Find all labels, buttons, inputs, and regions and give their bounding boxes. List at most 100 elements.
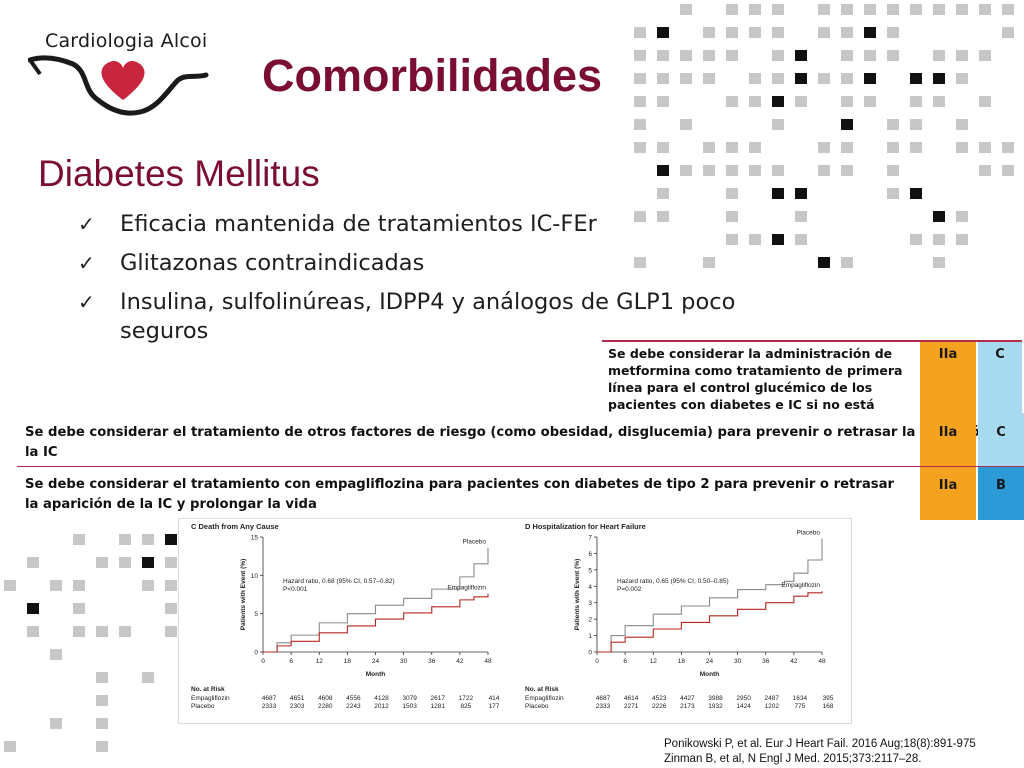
decorative-square [933, 257, 945, 268]
risk-table-cell: 177 [489, 703, 500, 710]
risk-table-cell: 2617 [431, 695, 446, 702]
risk-table-cell: 1503 [402, 703, 417, 710]
x-axis-label: Month [366, 671, 386, 678]
decorative-square [772, 96, 784, 107]
decorative-square [864, 4, 876, 15]
risk-table-cell: 4556 [346, 695, 361, 702]
risk-table-cell: 1722 [459, 695, 474, 702]
bullet-item: ✓ Eficacia mantenida de tratamientos IC-F… [78, 211, 597, 237]
series-label: Placebo [797, 530, 821, 537]
decorative-square [657, 142, 669, 153]
risk-table-cell: 2012 [374, 703, 389, 710]
evidence-level: C [978, 342, 1022, 415]
decorative-square [910, 119, 922, 130]
decorative-square [50, 580, 62, 591]
decorative-square [910, 234, 922, 245]
decorative-square [96, 695, 108, 706]
decorative-square [772, 188, 784, 199]
decorative-square [703, 73, 715, 84]
decorative-square [956, 234, 968, 245]
risk-table-header: No. at Risk [191, 686, 225, 693]
decorative-square [73, 603, 85, 614]
decorative-square [910, 4, 922, 15]
x-tick-label: 0 [595, 658, 599, 665]
x-tick-label: 24 [372, 658, 380, 665]
km-chart-D: D Hospitalization for Heart Failure01234… [525, 522, 834, 710]
decorative-square [933, 73, 945, 84]
risk-table-cell: 3079 [402, 695, 417, 702]
decorative-square [772, 73, 784, 84]
decorative-square [703, 257, 715, 268]
decorative-square [887, 27, 899, 38]
decorative-square [634, 73, 646, 84]
decorative-square [142, 580, 154, 591]
km-chart-C: C Death from Any Cause 0 5 10 15 0 6 12 18 24 30 36… [191, 522, 500, 710]
decorative-square [634, 27, 646, 38]
decorative-square [142, 672, 154, 683]
x-tick-label: 6 [623, 658, 627, 665]
x-tick-label: 12 [316, 658, 324, 665]
decorative-square [634, 142, 646, 153]
p-value-text: P=0.002 [617, 586, 642, 593]
decorative-square [657, 50, 669, 61]
decorative-square [1002, 4, 1014, 15]
risk-table-cell: 1202 [765, 703, 780, 710]
decorative-square [795, 211, 807, 222]
risk-table-cell: 4651 [290, 695, 305, 702]
decorative-square [933, 4, 945, 15]
bullet-list: ✓ Eficacia mantenida de tratamientos IC-F… [78, 210, 768, 356]
risk-table-cell: 2226 [652, 703, 667, 710]
citation-2: Zinman B, et al, N Engl J Med. 2015;373:… [664, 753, 922, 765]
decorative-square [4, 580, 16, 591]
decorative-square [634, 257, 646, 268]
y-tick-label: 2 [588, 617, 592, 624]
risk-table-cell: 1424 [736, 703, 751, 710]
y-tick-label: 6 [588, 551, 592, 558]
decorative-square [956, 73, 968, 84]
decorative-square [864, 96, 876, 107]
decorative-square [634, 50, 646, 61]
x-tick-label: 6 [289, 658, 293, 665]
decorative-square [749, 234, 761, 245]
x-tick-label: 48 [484, 658, 492, 665]
decorative-square [680, 73, 692, 84]
series-label: Empagliflozin [447, 585, 486, 592]
risk-table-row-label: Empagliflozin [525, 695, 564, 702]
checkmark-icon: ✓ [78, 212, 95, 236]
decorative-square [726, 96, 738, 107]
decorative-square [956, 4, 968, 15]
decorative-square [979, 96, 991, 107]
recommendation-class: IIa [920, 413, 976, 466]
risk-table-cell: 1932 [708, 703, 723, 710]
decorative-square [96, 557, 108, 568]
decorative-square [818, 165, 830, 176]
decorative-square [165, 534, 177, 545]
y-tick-label: 4 [588, 584, 592, 591]
decorative-square [772, 4, 784, 15]
decorative-square [657, 188, 669, 199]
y-tick-label: 5 [588, 567, 592, 574]
decorative-square [749, 96, 761, 107]
decorative-square [841, 50, 853, 61]
y-tick-label: 5 [254, 611, 258, 618]
series-line-empagliflozin [263, 593, 489, 653]
decorative-square [657, 27, 669, 38]
decorative-square-pattern [634, 4, 1014, 268]
decorative-square [726, 27, 738, 38]
x-tick-label: 36 [762, 658, 770, 665]
decorative-square [726, 4, 738, 15]
risk-table-row-label: Empagliflozin [191, 695, 230, 702]
decorative-square [910, 73, 922, 84]
series-label: Placebo [463, 539, 487, 546]
decorative-square [887, 188, 899, 199]
risk-table-cell: 2333 [262, 703, 277, 710]
decorative-square-pattern-left [4, 534, 177, 752]
decorative-square [979, 4, 991, 15]
risk-table-cell: 4687 [262, 695, 277, 702]
decorative-square [818, 73, 830, 84]
slide-title: Comorbilidades [262, 50, 603, 101]
x-tick-label: 42 [456, 658, 464, 665]
hazard-ratio-text: Hazard ratio, 0.68 (95% CI, 0.57–0.82) [283, 578, 395, 585]
y-tick-label: 10 [251, 573, 259, 580]
risk-table-cell: 4608 [318, 695, 333, 702]
